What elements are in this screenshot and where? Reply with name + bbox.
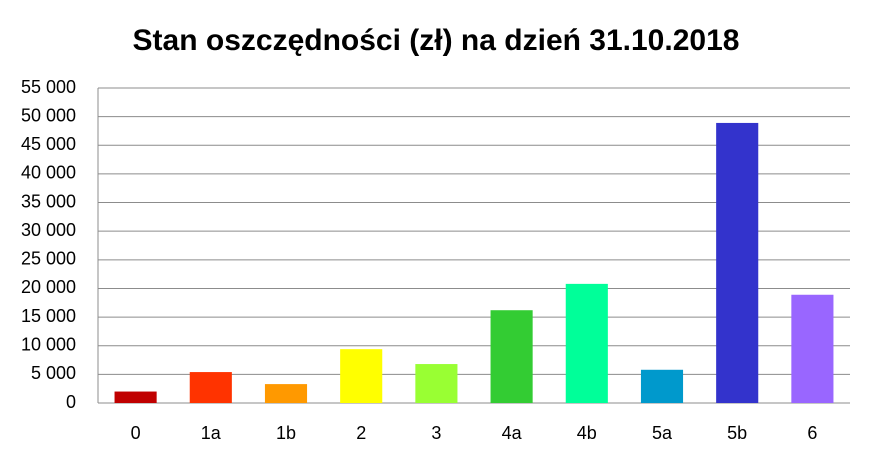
y-tick-label: 5 000 bbox=[31, 363, 76, 383]
bar bbox=[340, 349, 383, 403]
y-tick-label: 30 000 bbox=[21, 220, 76, 240]
y-tick-label: 25 000 bbox=[21, 249, 76, 269]
y-tick-label: 40 000 bbox=[21, 163, 76, 183]
x-tick-label: 5a bbox=[652, 423, 673, 443]
y-tick-label: 10 000 bbox=[21, 334, 76, 354]
y-tick-label: 20 000 bbox=[21, 277, 76, 297]
x-tick-label: 5b bbox=[727, 423, 747, 443]
x-tick-label: 4a bbox=[502, 423, 523, 443]
x-tick-label: 6 bbox=[807, 423, 817, 443]
y-tick-label: 55 000 bbox=[21, 77, 76, 97]
y-tick-label: 35 000 bbox=[21, 191, 76, 211]
bar bbox=[716, 122, 759, 403]
bar bbox=[490, 310, 533, 403]
x-tick-label: 3 bbox=[431, 423, 441, 443]
x-tick-label: 1a bbox=[201, 423, 222, 443]
bar bbox=[415, 364, 458, 403]
bar bbox=[640, 369, 684, 403]
chart-title: Stan oszczędności (zł) na dzień 31.10.20… bbox=[133, 24, 740, 57]
y-tick-label: 50 000 bbox=[21, 105, 76, 125]
x-tick-label: 1b bbox=[276, 423, 296, 443]
y-tick-label: 45 000 bbox=[21, 134, 76, 154]
y-tick-label: 0 bbox=[66, 392, 76, 412]
bar bbox=[189, 372, 232, 403]
x-tick-label: 0 bbox=[131, 423, 141, 443]
x-tick-label: 2 bbox=[356, 423, 366, 443]
bar bbox=[791, 294, 834, 403]
y-tick-label: 15 000 bbox=[21, 306, 76, 326]
bar bbox=[114, 391, 157, 403]
bar bbox=[264, 384, 308, 403]
bar bbox=[565, 283, 608, 403]
x-tick-label: 4b bbox=[577, 423, 597, 443]
